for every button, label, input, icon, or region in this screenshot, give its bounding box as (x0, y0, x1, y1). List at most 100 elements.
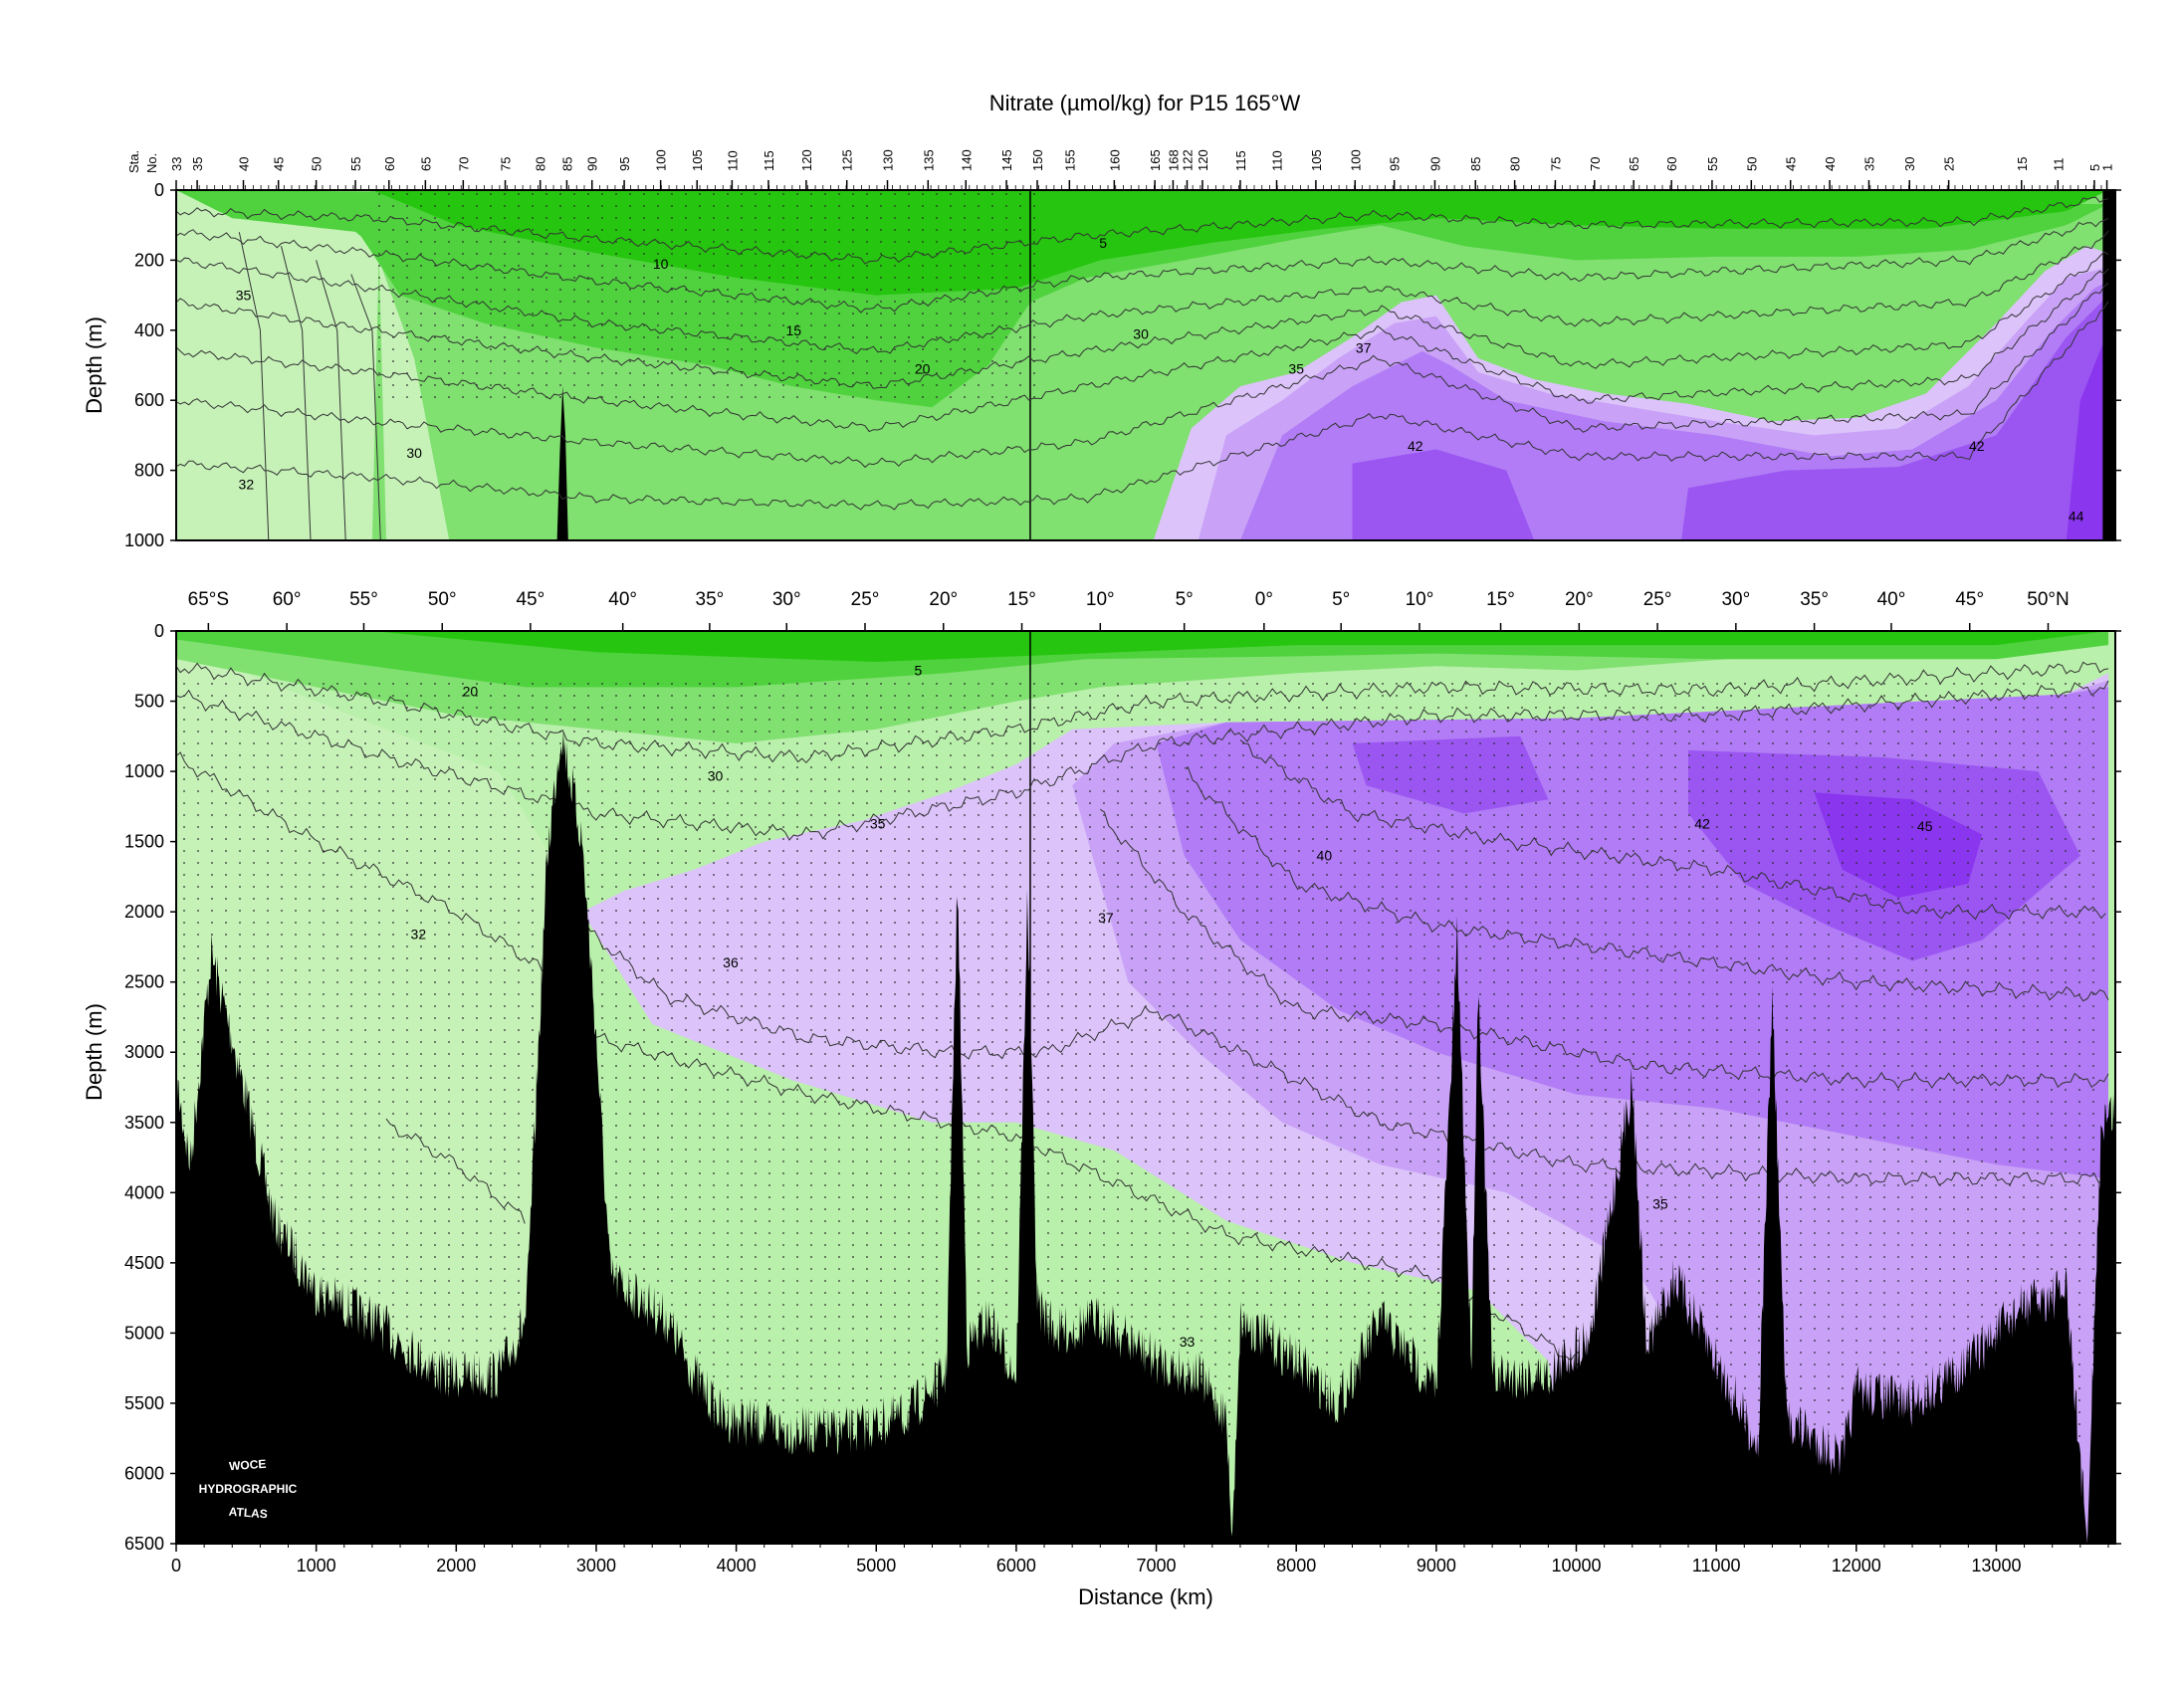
station-label: 85 (559, 157, 574, 171)
lower-contour-label: 45 (1917, 818, 1933, 834)
latitude-label: 15° (1486, 589, 1515, 610)
lower-y-tick-label: 1500 (124, 832, 164, 852)
station-label: 80 (1508, 157, 1523, 171)
station-label: 30 (1902, 157, 1917, 171)
latitude-label: 5° (1332, 589, 1350, 610)
latitude-label: 5° (1176, 589, 1194, 610)
upper-contour-line (176, 230, 2109, 355)
upper-contour-line (176, 251, 2109, 390)
x-axis-title: Distance (km) (1078, 1584, 1213, 1609)
station-label: 50 (1744, 157, 1759, 171)
upper-y-tick-label: 0 (154, 180, 164, 200)
bathymetry (176, 730, 2115, 1544)
lower-contour-label: 40 (1317, 848, 1333, 864)
lower-y-tick-label: 6000 (124, 1463, 164, 1483)
station-label: 145 (999, 149, 1014, 171)
latitude-label: 45° (1955, 589, 1984, 610)
latitude-label: 35° (696, 589, 725, 610)
station-label: 120 (799, 149, 814, 171)
latitude-label: 30° (772, 589, 801, 610)
upper-contour-line (316, 260, 346, 540)
upper-contour-line (176, 301, 2109, 511)
x-tick-label: 3000 (576, 1556, 616, 1576)
station-label: 40 (1823, 157, 1838, 171)
lower-y-tick-label: 500 (134, 692, 164, 712)
lower-bathymetry-shape (176, 730, 2115, 1544)
lower-y-tick-label: 3500 (124, 1113, 164, 1133)
latitude-label: 0° (1255, 589, 1273, 610)
latitude-label: 60° (273, 589, 302, 610)
station-header-line1: Sta. (126, 150, 141, 173)
station-label: 5 (2087, 164, 2102, 171)
lower-contour-label: 32 (411, 927, 427, 943)
station-label: 25 (1942, 157, 1957, 171)
station-label: 15 (2015, 157, 2030, 171)
lower-y-tick-label: 1000 (124, 761, 164, 781)
lower-contour-label: 5 (915, 663, 923, 679)
upper-contour-line (176, 268, 2109, 433)
upper-contour-line (350, 274, 381, 540)
station-header-line2: No. (144, 153, 159, 173)
station-label: 115 (1233, 150, 1248, 171)
lower-y-tick-label: 5000 (124, 1323, 164, 1343)
lower-contour-line (581, 924, 2107, 1186)
upper-contour-label: 30 (1133, 325, 1149, 341)
upper-band-lt32 (176, 190, 379, 540)
latitude-axis: 65°S 60° 55° 50° 45° 40° 35° 30° 25° 20° 15° 10° 5° 0… (188, 589, 2070, 631)
upper-y-tick-label: 600 (134, 390, 164, 410)
latitude-label: 55° (349, 589, 378, 610)
station-label: 105 (690, 149, 705, 171)
lower-y-tick-label: 4000 (124, 1182, 164, 1202)
x-tick-label: 4000 (717, 1556, 757, 1576)
station-label: 1 (2100, 164, 2115, 171)
lower-y-tick-label: 4500 (124, 1253, 164, 1273)
lower-contour-lines (176, 661, 2109, 1362)
upper-contour-line (176, 217, 2109, 314)
upper-y-axis-title: Depth (m) (82, 316, 107, 414)
lower-contour-line (1100, 808, 2109, 1090)
station-label: 90 (1427, 157, 1442, 171)
lower-contour-line (176, 661, 2109, 764)
lower-band-lt10 (371, 631, 2108, 662)
x-tick-label: 5000 (856, 1556, 896, 1576)
upper-band-42-44-b (1681, 295, 2108, 540)
station-label: 125 (840, 149, 855, 171)
station-label: 40 (237, 157, 252, 171)
x-tick-label: 10000 (1551, 1556, 1601, 1576)
upper-contour-line (176, 283, 2109, 469)
latitude-label: 40° (608, 589, 637, 610)
x-tick-label: 11000 (1692, 1556, 1741, 1576)
upper-contour-line (176, 196, 2109, 265)
station-label: 120 (1196, 149, 1210, 171)
station-label: 75 (499, 157, 514, 171)
latitude-label: 45° (516, 589, 545, 610)
latitude-label: 20° (929, 589, 958, 610)
lower-contour-label: 35 (1652, 1196, 1668, 1212)
lower-contour-line (385, 1118, 526, 1224)
upper-contour-line (238, 232, 270, 540)
upper-y-tick-label: 400 (134, 320, 164, 340)
station-label: 110 (1270, 150, 1285, 171)
station-label: 65 (1627, 157, 1641, 171)
lower-plot-frame (175, 630, 2116, 1545)
station-label: 55 (1705, 157, 1720, 171)
lower-y-tick-label: 6500 (124, 1534, 164, 1554)
station-label: 160 (1107, 149, 1122, 171)
station-label: 140 (959, 149, 974, 171)
station-label: 150 (1030, 149, 1045, 171)
station-label: 115 (762, 150, 776, 171)
station-label: 135 (921, 149, 936, 171)
atlas-mark-line2: HYDROGRAPHIC (199, 1482, 298, 1496)
lower-contour-line (176, 751, 1576, 1362)
lower-stipple (176, 673, 2094, 1446)
upper-contour-label: 42 (1969, 438, 1985, 454)
lower-contour-line (1239, 739, 2106, 921)
lower-contour-label: 37 (1098, 910, 1114, 926)
lower-y-tick-label: 2500 (124, 972, 164, 992)
station-label: 100 (1348, 149, 1363, 171)
station-label: 60 (1664, 157, 1679, 171)
station-label: 168 (1166, 149, 1181, 171)
atlas-mark: WOCE HYDROGRAPHIC ATLAS (199, 1457, 298, 1522)
x-tick-label: 6000 (996, 1556, 1036, 1576)
station-label: 155 (1062, 149, 1077, 171)
